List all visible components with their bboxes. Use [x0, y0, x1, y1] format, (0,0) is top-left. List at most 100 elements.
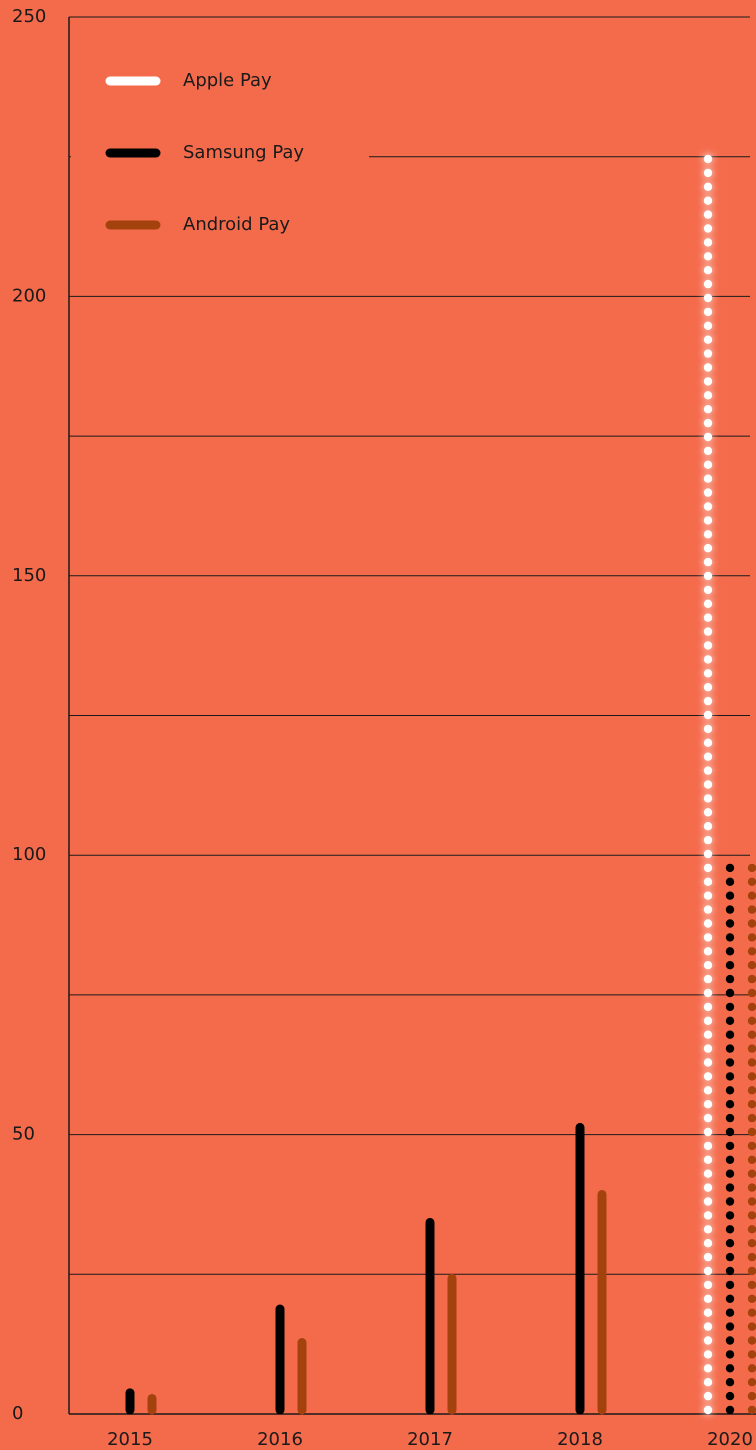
bar-dot — [725, 1058, 735, 1067]
bar-dot — [747, 1141, 756, 1151]
bar-dot — [703, 1294, 713, 1304]
bar-dot — [703, 1350, 713, 1359]
bar-dot — [725, 1030, 735, 1039]
bar-dot — [747, 1197, 756, 1206]
bar-dot — [703, 919, 713, 928]
bar-dot — [703, 669, 713, 678]
bar-dot — [747, 974, 756, 984]
bar-dot — [703, 418, 713, 428]
bar-dot — [703, 1239, 713, 1248]
bar-dot — [703, 822, 713, 831]
bar-dot — [747, 961, 756, 970]
bar-dot — [725, 905, 735, 914]
bar-dot — [703, 516, 713, 525]
legend-label: Android Pay — [183, 214, 290, 235]
bar-dot — [703, 988, 713, 998]
bar-dot — [703, 530, 713, 539]
bar-dot — [703, 1391, 713, 1401]
bar-dot — [703, 1072, 713, 1081]
bar-dot — [703, 1322, 713, 1331]
bar-dot — [747, 933, 756, 942]
bar-dot — [747, 1211, 756, 1220]
bar-dot — [703, 1086, 713, 1095]
bar-dot — [703, 252, 713, 261]
bar-dot — [703, 1364, 713, 1373]
bar-dot — [703, 349, 713, 358]
bar-dot — [725, 1239, 735, 1248]
bar-dot — [747, 1308, 756, 1317]
bar-dot — [703, 502, 713, 511]
bar-dot — [703, 627, 713, 636]
bar-dot — [703, 1197, 713, 1206]
bar-dot — [725, 1336, 735, 1345]
bar-dot — [703, 794, 713, 803]
bar-dot — [703, 1308, 713, 1317]
bar-dot — [747, 1405, 756, 1415]
bar-dot — [703, 544, 713, 553]
bar-dot — [747, 1155, 756, 1164]
bar-dot — [747, 919, 756, 928]
x-tick-label: 2016 — [257, 1429, 303, 1450]
bar-dot — [725, 877, 735, 886]
bar-dot — [703, 1030, 713, 1039]
y-tick-label: 50 — [12, 1124, 35, 1145]
bar-dot — [747, 877, 756, 886]
bar-dot — [703, 488, 713, 497]
bar-dot — [703, 1378, 713, 1387]
bar-dot — [747, 1030, 756, 1039]
bar-dot — [703, 655, 713, 664]
bar-dot — [703, 1002, 713, 1012]
bar-dot — [703, 585, 713, 595]
bar-dot — [703, 1266, 713, 1276]
bar-dot — [703, 1280, 713, 1290]
bar-dot — [703, 1211, 713, 1220]
bar-dot — [725, 1266, 735, 1276]
bar-dot — [703, 377, 713, 386]
bar-dot — [703, 196, 713, 205]
bar-dot — [703, 724, 713, 734]
bar-dot — [725, 1252, 735, 1262]
bar-dot — [725, 933, 735, 942]
bar-dot — [703, 266, 713, 275]
bar-dot — [725, 1322, 735, 1331]
bar-dot — [747, 891, 756, 900]
bar-dot — [725, 863, 735, 873]
bar-dot — [747, 1072, 756, 1081]
y-tick-label: 100 — [12, 844, 46, 865]
bar-dot — [703, 738, 713, 747]
bar-dot — [703, 683, 713, 692]
bar-dot — [703, 1141, 713, 1151]
bar-dot — [703, 849, 713, 859]
bar-dot — [747, 1378, 756, 1387]
bar-dot — [703, 808, 713, 817]
bar-dot — [747, 1127, 756, 1137]
bar — [747, 863, 756, 1415]
bar-dot — [703, 710, 713, 720]
bar-dot — [703, 877, 713, 886]
bar-dot — [725, 1113, 735, 1123]
bar-dot — [703, 1225, 713, 1234]
bar-dot — [703, 182, 713, 191]
bar-dot — [703, 363, 713, 372]
bar-dot — [703, 307, 713, 317]
bar — [725, 863, 735, 1415]
bar-dot — [747, 1169, 756, 1178]
bar-dot — [725, 1044, 735, 1053]
bar-dot — [725, 1127, 735, 1137]
bar-dot — [703, 933, 713, 942]
y-tick-label: 250 — [12, 6, 46, 27]
bar-dot — [747, 1266, 756, 1276]
bar-dot — [703, 696, 713, 706]
bar-dot — [703, 1127, 713, 1137]
bar-dot — [747, 1336, 756, 1345]
bar-dot — [725, 1308, 735, 1317]
bar-dot — [703, 1252, 713, 1262]
bar-dot — [703, 766, 713, 775]
bar-dot — [703, 947, 713, 956]
bar-dot — [725, 1155, 735, 1165]
bar-dot — [703, 432, 713, 442]
x-tick-label: 2015 — [107, 1429, 153, 1450]
bar-dot — [703, 1183, 713, 1192]
bar-dot — [725, 1391, 735, 1401]
bar-dot — [703, 1405, 713, 1415]
